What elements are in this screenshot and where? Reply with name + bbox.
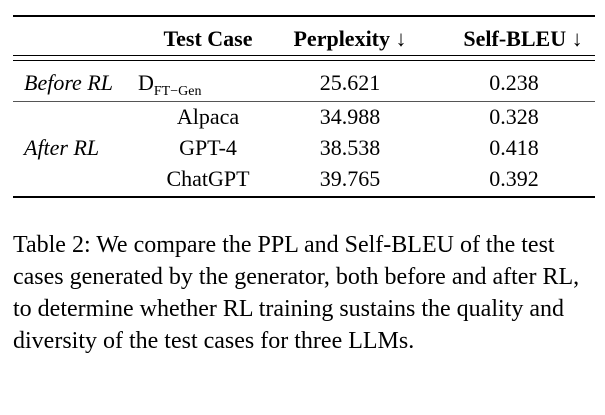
perplexity-value: 34.988 [319, 104, 381, 129]
table-caption: Table 2: We compare the PPL and Self-BLE… [13, 232, 580, 354]
self-bleu-value: 0.392 [489, 166, 539, 191]
case-subscript: FT−Gen [153, 84, 202, 99]
top-rule [13, 15, 595, 17]
test-case: Alpaca [176, 104, 240, 129]
self-bleu-value: 0.418 [489, 135, 539, 160]
header-test-case: Test Case [163, 26, 253, 51]
group-label-before-rl: Before RL [24, 70, 113, 95]
header-perplexity: Perplexity ↓ [293, 26, 407, 51]
self-bleu-value: 0.238 [489, 70, 539, 95]
perplexity-value: 38.538 [319, 135, 381, 160]
test-case-dft-gen: DFT−Gen [138, 70, 201, 105]
group-label-after-rl: After RL [24, 135, 100, 160]
header-rule-2 [13, 60, 595, 61]
header-self-bleu: Self-BLEU ↓ [463, 26, 583, 51]
test-case: ChatGPT [166, 166, 250, 191]
header-rule-1 [13, 55, 595, 56]
perplexity-value: 39.765 [319, 166, 381, 191]
bottom-rule [13, 196, 595, 198]
group-rule [13, 101, 595, 102]
perplexity-value: 25.621 [319, 70, 381, 95]
self-bleu-value: 0.328 [489, 104, 539, 129]
test-case: GPT-4 [179, 135, 237, 160]
case-main: D [138, 70, 154, 95]
